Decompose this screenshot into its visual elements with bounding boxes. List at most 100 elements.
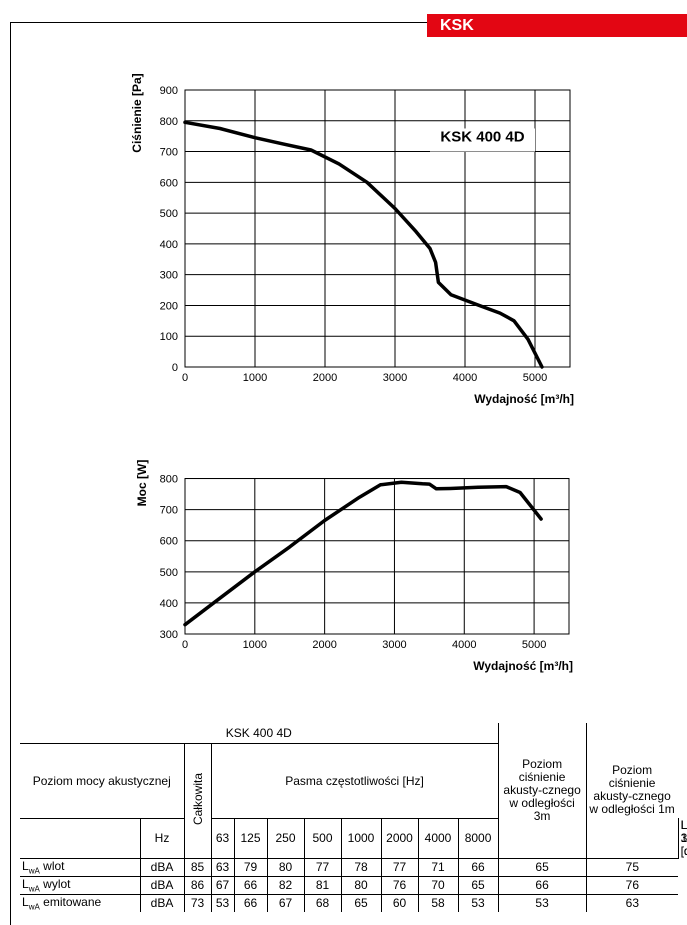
band-value: 63: [210, 857, 235, 877]
total-header-text: Całkowita: [190, 772, 205, 826]
lp1-header: Poziom ciśnienie akusty-cznego w odległo…: [585, 723, 679, 859]
x-tick-label: 4000: [453, 372, 477, 384]
band-value: 78: [340, 857, 382, 877]
band-value: 53: [210, 893, 235, 912]
band-header: 1000: [340, 817, 382, 859]
x-tick-label: 3000: [383, 372, 407, 384]
band-value: 80: [266, 857, 305, 877]
band-value: 65: [340, 893, 382, 912]
y-tick-label: 100: [160, 331, 178, 343]
row-total: 73: [183, 893, 212, 912]
x-tick-label: 0: [182, 639, 188, 651]
x-tick-label: 4000: [452, 639, 476, 651]
x-axis-label: Wydajność [m³/h]: [474, 392, 574, 406]
band-value: 82: [266, 875, 305, 895]
bands-header: Pasma częstotliwości [Hz]: [210, 742, 499, 819]
y-tick-label: 900: [160, 85, 178, 97]
lp3-value: 66: [497, 875, 587, 895]
band-value: 65: [457, 875, 499, 895]
x-tick-label: 1000: [243, 639, 267, 651]
y-tick-label: 300: [160, 629, 178, 641]
y-tick-label: 500: [160, 567, 178, 579]
band-value: 66: [457, 857, 499, 877]
table-row: LwA wlot dBA 85 63 79 80 77 78 77 71 66 65 75: [20, 857, 679, 877]
series-line: [183, 480, 543, 627]
y-tick-label: 400: [160, 598, 178, 610]
unit-hz: Hz: [139, 817, 185, 859]
page-frame: [10, 22, 687, 925]
band-value: 79: [233, 857, 268, 877]
y-tick-label: 700: [160, 505, 178, 517]
y-tick-label: 500: [160, 208, 178, 220]
y-tick-label: 600: [160, 536, 178, 548]
x-tick-label: 1000: [243, 372, 267, 384]
band-header: 250: [266, 817, 305, 859]
y-tick-label: 0: [172, 362, 178, 374]
band-value: 67: [210, 875, 235, 895]
band-header: 63: [210, 817, 235, 859]
band-header: 8000: [457, 817, 499, 859]
band-value: 76: [380, 875, 419, 895]
row-label: LwA wlot: [20, 857, 141, 877]
band-row: Hz 631252505001000200040008000LpA, 3m [d…: [20, 817, 687, 859]
x-axis-label: Wydajność [m³/h]: [473, 659, 573, 673]
y-tick-label: 300: [160, 270, 178, 282]
lp1-value: 76: [585, 875, 679, 895]
plot-frame: [184, 478, 570, 635]
y-tick-label: 700: [160, 147, 178, 159]
band-value: 67: [266, 893, 305, 912]
band-value: 77: [303, 857, 342, 877]
row-label: LwA emitowane: [20, 893, 141, 912]
y-tick-label: 800: [160, 116, 178, 128]
band-value: 66: [233, 893, 268, 912]
band-value: 70: [417, 875, 459, 895]
lp1-value: 63: [585, 893, 679, 912]
x-tick-label: 0: [182, 372, 188, 384]
band-header: 125: [233, 817, 268, 859]
lp3-value: 53: [497, 893, 587, 912]
row-total: 85: [183, 857, 212, 877]
band-header: 500: [303, 817, 342, 859]
row-label: LwA wylot: [20, 875, 141, 895]
x-tick-label: 3000: [382, 639, 406, 651]
y-axis-label: Moc [W]: [135, 460, 149, 507]
band-value: 77: [380, 857, 419, 877]
series-line: [183, 120, 544, 369]
band-value: 80: [340, 875, 382, 895]
band-header: 4000: [417, 817, 459, 859]
y-tick-label: 400: [160, 239, 178, 251]
row-unit: dBA: [139, 875, 185, 895]
band-value: 53: [457, 893, 499, 912]
x-tick-label: 2000: [313, 372, 337, 384]
chart-title-box: [430, 128, 535, 152]
series-tag: KSK: [427, 14, 687, 37]
band-header: 2000: [380, 817, 419, 859]
x-tick-label: 2000: [312, 639, 336, 651]
row-unit: dBA: [139, 893, 185, 912]
row-total: 86: [183, 875, 212, 895]
band-value: 66: [233, 875, 268, 895]
y-tick-label: 200: [160, 300, 178, 312]
chart-title: KSK 400 4D: [440, 129, 524, 146]
y-tick-label: 800: [160, 474, 178, 486]
total-header: Całkowita: [183, 742, 212, 859]
band-value: 71: [417, 857, 459, 877]
lp1-value: 75: [585, 857, 679, 877]
table-title: KSK 400 4D: [20, 723, 499, 744]
band-value: 81: [303, 875, 342, 895]
lp3-header: Poziom ciśnienie akusty-cznego w odległo…: [497, 723, 587, 859]
acoustic-table: KSK 400 4D Poziom ciśnienie akusty-czneg…: [20, 723, 687, 912]
x-tick-label: 5000: [522, 639, 546, 651]
band-value: 68: [303, 893, 342, 912]
band-value: 58: [417, 893, 459, 912]
y-tick-label: 600: [160, 177, 178, 189]
table-row: LwA emitowane dBA 73 53 66 67 68 65 60 58 53 53 63: [20, 893, 679, 912]
blank-cell: [20, 817, 141, 859]
table-row: LwA wylot dBA 86 67 66 82 81 80 76 70 65 66 76: [20, 875, 679, 895]
band-value: 60: [380, 893, 419, 912]
y-axis-label: Ciśnienie [Pa]: [130, 73, 144, 152]
x-tick-label: 5000: [523, 372, 547, 384]
row-unit: dBA: [139, 857, 185, 877]
